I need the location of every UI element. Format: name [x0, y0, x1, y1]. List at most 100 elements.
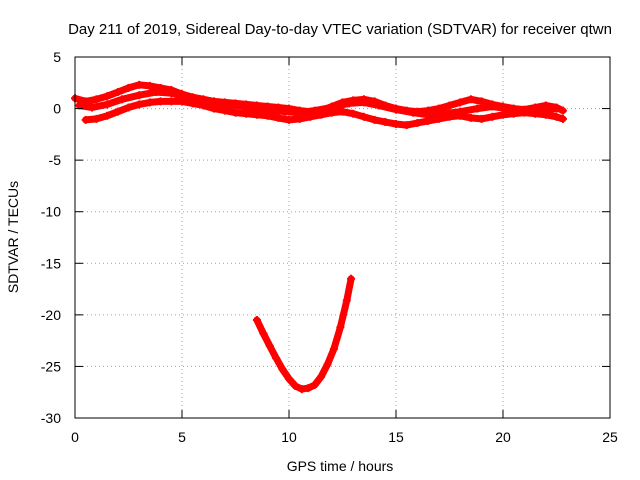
- data-point: [92, 95, 101, 104]
- data-point: [135, 80, 144, 89]
- data-point: [259, 329, 268, 338]
- data-point: [374, 101, 383, 110]
- data-point: [252, 110, 261, 119]
- data-point: [103, 111, 112, 120]
- data-point: [272, 354, 281, 363]
- x-tick-label: 25: [602, 429, 618, 445]
- data-point: [552, 112, 561, 121]
- data-point: [285, 115, 293, 124]
- data-point: [342, 296, 351, 305]
- data-point: [216, 99, 225, 108]
- data-point: [381, 117, 390, 126]
- data-point: [456, 107, 465, 116]
- y-tick-label: 5: [53, 49, 61, 65]
- data-point: [118, 95, 127, 104]
- x-tick-label: 5: [178, 429, 186, 445]
- data-point: [124, 83, 133, 92]
- data-point: [291, 382, 300, 391]
- data-point: [81, 115, 90, 124]
- y-tick-label: -30: [41, 410, 61, 426]
- data-point: [344, 99, 353, 108]
- data-point: [252, 316, 261, 325]
- x-tick-label: 0: [71, 429, 79, 445]
- data-point: [503, 104, 512, 113]
- data-point: [456, 98, 465, 107]
- y-tick-label: 0: [53, 101, 61, 117]
- data-point: [359, 112, 368, 121]
- x-tick-label: 15: [388, 429, 404, 445]
- data-point: [297, 385, 306, 394]
- data-point: [402, 121, 411, 130]
- data-point: [231, 101, 240, 110]
- y-axis-ticks: -30 -25 -20 -15 -10 -5 0 5: [41, 49, 610, 426]
- y-tick-label: -5: [49, 152, 62, 168]
- data-point: [329, 344, 338, 353]
- data-point: [88, 103, 97, 112]
- data-point: [558, 114, 567, 123]
- data-point: [488, 112, 497, 121]
- data-point: [552, 104, 561, 113]
- x-tick-label: 10: [281, 429, 297, 445]
- data-point: [409, 108, 418, 117]
- data-point: [466, 95, 475, 104]
- data-point: [310, 106, 319, 115]
- data-point: [477, 97, 486, 106]
- x-tick-label: 20: [495, 429, 511, 445]
- data-point: [152, 88, 161, 97]
- data-point: [392, 120, 400, 129]
- data-point: [113, 107, 122, 116]
- data-series: [71, 80, 567, 394]
- data-point: [265, 341, 274, 350]
- data-point: [135, 91, 144, 100]
- data-point: [295, 108, 304, 117]
- data-point: [210, 104, 219, 113]
- data-point: [220, 106, 229, 115]
- data-point: [231, 108, 240, 117]
- x-axis-ticks: 0 5 10 15 20 25: [71, 57, 618, 445]
- data-point: [370, 115, 379, 124]
- data-point: [156, 97, 165, 106]
- data-point: [499, 110, 507, 119]
- data-point: [466, 113, 475, 122]
- plot-frame: [74, 56, 611, 419]
- data-point: [124, 103, 133, 112]
- data-point: [317, 372, 326, 381]
- x-axis-label: GPS time / hours: [287, 458, 394, 474]
- data-point: [145, 81, 154, 90]
- data-point: [347, 274, 356, 283]
- data-point: [392, 105, 400, 114]
- data-point: [285, 374, 293, 383]
- data-point: [338, 107, 347, 116]
- series-trace: [82, 97, 567, 129]
- data-point: [135, 100, 144, 109]
- data-point: [336, 323, 345, 332]
- data-point: [304, 384, 313, 393]
- data-point: [167, 89, 176, 98]
- data-point: [274, 113, 283, 122]
- data-point: [242, 109, 251, 118]
- data-point: [310, 380, 319, 389]
- y-tick-label: -25: [41, 358, 61, 374]
- data-point: [473, 104, 482, 113]
- data-point: [199, 96, 208, 105]
- data-point: [246, 103, 255, 112]
- data-point: [558, 106, 567, 115]
- data-point: [263, 105, 272, 114]
- data-point: [424, 110, 433, 119]
- data-point: [349, 109, 358, 118]
- data-point: [537, 106, 546, 115]
- series-2: [75, 88, 561, 119]
- data-point: [280, 107, 289, 116]
- data-point: [477, 114, 486, 123]
- data-point: [359, 98, 368, 107]
- y-tick-label: -20: [41, 307, 61, 323]
- data-point: [113, 88, 122, 97]
- data-point: [327, 103, 336, 112]
- data-point: [92, 114, 101, 123]
- data-point: [182, 93, 191, 102]
- data-point: [103, 92, 112, 101]
- y-tick-label: -10: [41, 204, 61, 220]
- y-tick-label: -15: [41, 255, 61, 271]
